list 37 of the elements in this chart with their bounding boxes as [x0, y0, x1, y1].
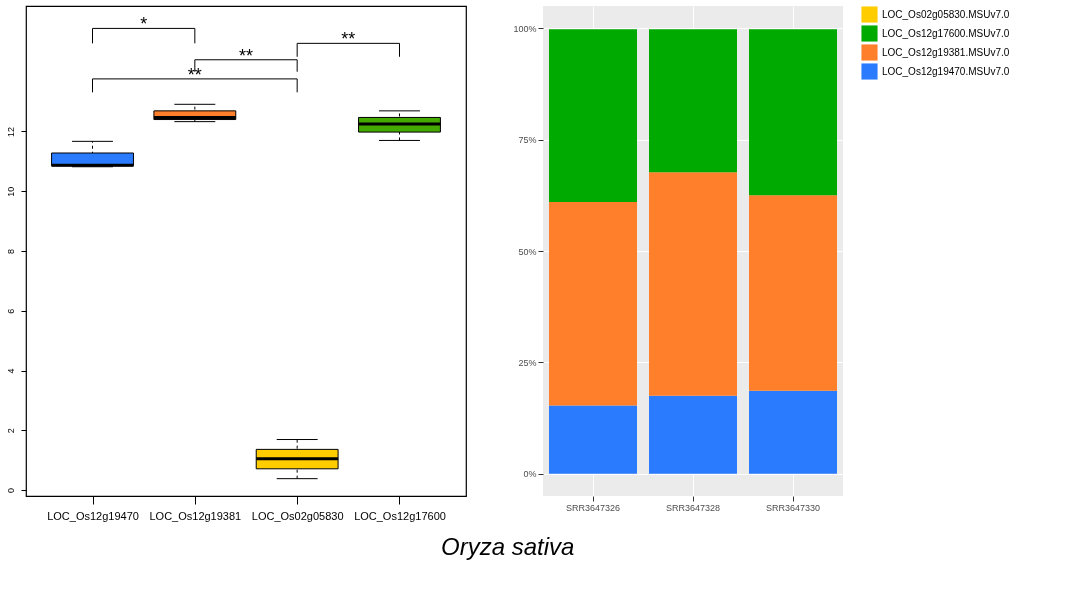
bar [749, 390, 837, 474]
legend-label: LOC_Os12g17600.MSUv7.0 [882, 27, 1010, 39]
bar [749, 29, 837, 196]
legend-label: LOC_Os12g19381.MSUv7.0 [882, 46, 1010, 58]
bar [649, 172, 737, 396]
text: Oryza sativa [441, 532, 575, 560]
y-tick-label: 25% [518, 357, 537, 368]
legend-label: LOC_Os02g05830.MSUv7.0 [882, 8, 1010, 20]
annotation: ** [341, 29, 356, 50]
x-tick-label: SRR3647326 [565, 502, 621, 513]
annotation: ** [187, 64, 202, 85]
y-tick-label: 4 [5, 368, 16, 374]
x-tick-label: LOC_Os12g19470 [47, 509, 139, 522]
bar [549, 405, 637, 474]
x-tick-label: LOC_Os02g05830 [251, 509, 344, 522]
bar [649, 29, 737, 173]
y-tick-label: 8 [5, 248, 16, 255]
legend-label: LOC_Os12g19470.MSUv7.0 [882, 65, 1010, 77]
y-tick-label: 2 [5, 428, 16, 434]
y-tick-label: 10 [5, 186, 16, 197]
annotation: * [140, 14, 148, 35]
x-tick-label: LOC_Os12g17600 [354, 509, 446, 522]
bar [549, 29, 637, 202]
y-tick-label: 0 [5, 488, 16, 494]
y-tick-label: 50% [518, 246, 537, 257]
bar [749, 195, 837, 391]
y-tick-label: 100% [513, 23, 537, 34]
x-tick-label: SRR3647328 [665, 502, 721, 513]
y-tick-label: 0% [523, 469, 537, 480]
x-tick-label: LOC_Os12g19381 [149, 509, 242, 522]
y-tick-label: 75% [518, 135, 537, 146]
annotation: ** [238, 45, 254, 66]
bar [549, 202, 637, 406]
x-tick-label: SRR3647330 [765, 502, 821, 513]
bar [649, 395, 737, 474]
y-tick-label: 6 [5, 308, 16, 314]
y-tick-label: 12 [5, 126, 16, 137]
